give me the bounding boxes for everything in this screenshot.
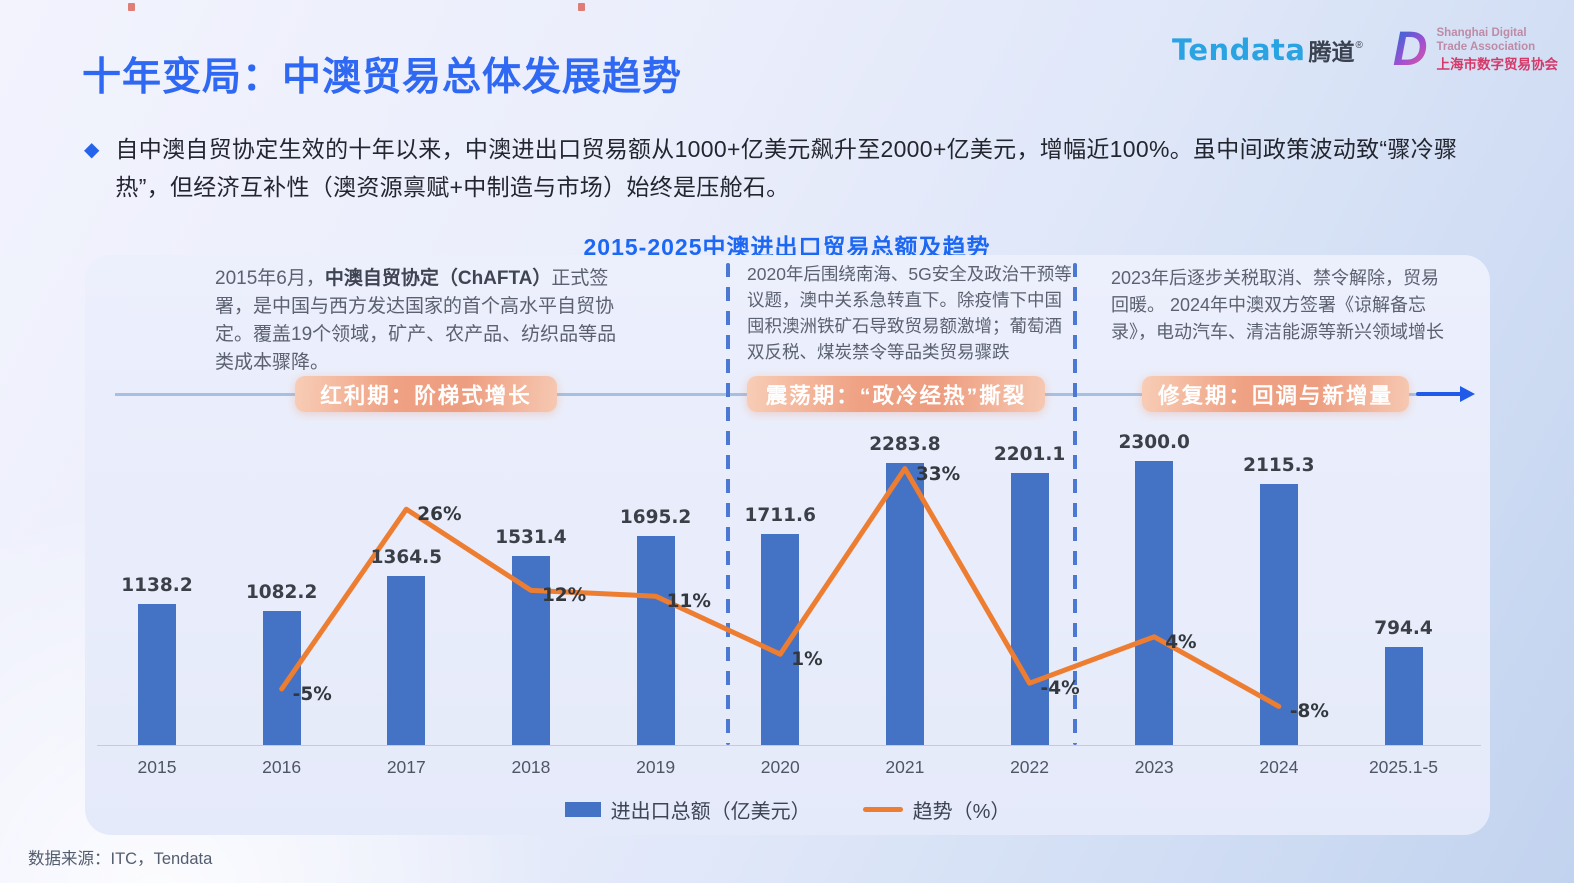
- note-recovery-period: 2023年后逐步关税取消、禁令解除，贸易回暖。 2024年中澳双方签署《谅解备忘…: [1111, 268, 1444, 342]
- trend-value-label: 33%: [915, 463, 961, 485]
- phase-pill-turbulence: 震荡期：“政冷经热”撕裂: [747, 376, 1045, 412]
- x-axis-label: 2021: [885, 757, 925, 777]
- note1-suffix: 正式签署，是中国与西方发达国家的首个高水平自贸协定。覆盖19个领域，矿产、农产品…: [215, 268, 617, 373]
- sdta-logo: D Shanghai Digital Trade Association 上海市…: [1393, 26, 1558, 74]
- timeline-arrow-shaft: [1416, 392, 1462, 396]
- bar-value-label: 794.4: [1374, 618, 1433, 639]
- sdta-name-cn: 上海市数字贸易协会: [1436, 56, 1559, 72]
- bar-swatch-icon: [564, 802, 601, 817]
- x-axis-label: 2022: [1010, 757, 1050, 777]
- note1-prefix: 2015年6月，: [215, 268, 325, 289]
- trend-value-label: 1%: [791, 649, 823, 671]
- x-axis-label: 2015: [137, 757, 177, 777]
- diamond-bullet-icon: ◆: [84, 139, 100, 161]
- x-axis-label: 2016: [262, 757, 302, 777]
- bar-value-label: 1531.4: [495, 527, 567, 548]
- trend-value-label: -4%: [1040, 678, 1080, 700]
- phase-pill-recovery: 修复期：回调与新增量: [1142, 376, 1409, 412]
- x-axis-label: 2018: [511, 757, 551, 777]
- x-axis-label: 2017: [386, 757, 426, 777]
- registered-mark-icon: ®: [1355, 40, 1363, 51]
- timeline-arrow-icon: [1460, 386, 1475, 402]
- sdta-name-line2: Trade Association: [1436, 40, 1536, 53]
- bar-value-label: 1695.2: [619, 507, 692, 528]
- tendata-logo-cn: 腾道: [1308, 39, 1355, 65]
- bar-value-label: 2300.0: [1118, 432, 1190, 453]
- phase-pill-dividend: 红利期：阶梯式增长: [295, 376, 557, 412]
- bar-value-label: 1138.2: [121, 575, 193, 596]
- bar-value-label: 2283.8: [869, 434, 941, 455]
- x-axis-label: 2024: [1259, 757, 1299, 777]
- bar-value-label: 2201.1: [993, 444, 1066, 465]
- x-axis-line: [97, 745, 1481, 746]
- trend-value-label: 4%: [1165, 631, 1197, 653]
- trend-value-label: -5%: [292, 684, 332, 705]
- legend-label-trend: 趋势（%）: [912, 801, 1011, 823]
- x-axis-label: 2025.1-5: [1368, 757, 1439, 777]
- trend-value-label: -8%: [1289, 701, 1329, 723]
- x-axis-label: 2020: [760, 757, 800, 777]
- trend-value-label: 12%: [541, 585, 587, 607]
- intro-paragraph: ◆ 自中澳自贸协定生效的十年以来，中澳进出口贸易额从1000+亿美元飙升至200…: [84, 130, 1508, 206]
- trend-value-label: 11%: [666, 591, 711, 613]
- note-dividend-period: 2015年6月，中澳自贸协定（ChAFTA）正式签署，是中国与西方发达国家的首个…: [215, 265, 625, 377]
- chart-panel: 2015年6月，中澳自贸协定（ChAFTA）正式签署，是中国与西方发达国家的首个…: [85, 255, 1490, 835]
- sdta-logo-text: Shanghai Digital Trade Association 上海市数字…: [1437, 27, 1559, 73]
- top-edge-mark: [128, 3, 135, 11]
- line-swatch-icon: [862, 807, 903, 812]
- data-source: 数据来源：ITC，Tendata: [28, 850, 213, 868]
- bar-value-label: 1711.6: [744, 505, 816, 526]
- page-title: 十年变局：中澳贸易总体发展趋势: [82, 56, 683, 99]
- note1-bold: 中澳自贸协定（ChAFTA）: [324, 268, 552, 289]
- legend-item-trend: 趋势（%）: [862, 795, 1011, 824]
- note-turbulence-period: 2020年后围绕南海、5G安全及政治干预等议题，澳中关系急转直下。除疫情下中国囤…: [747, 264, 1072, 362]
- legend-label-total: 进出口总额（亿美元）: [610, 801, 811, 823]
- bar-value-label: 1082.2: [245, 582, 318, 603]
- bar-value-label: 2115.3: [1243, 455, 1315, 476]
- sdta-d-icon: D: [1392, 23, 1428, 76]
- bar-value-label: 1364.5: [370, 547, 442, 568]
- x-axis-label: 2023: [1134, 757, 1174, 777]
- bar-2015: [138, 604, 176, 745]
- logo-bar: Tendata 腾道 ® D Shanghai Digital Trade As…: [1172, 26, 1558, 74]
- labels-layer: 1138.2 2015 1082.2 2016 1364.5 2017 1531.4 2018…: [85, 255, 1490, 835]
- legend-item-total: 进出口总额（亿美元）: [564, 795, 811, 824]
- top-edge-mark: [578, 3, 585, 11]
- bar-2025.1-5: [1384, 647, 1423, 745]
- tendata-logo-text: Tendata: [1171, 33, 1306, 67]
- chart-legend: 进出口总额（亿美元） 趋势（%）: [85, 795, 1490, 824]
- tendata-logo: Tendata 腾道 ®: [1172, 33, 1363, 67]
- sdta-name-line1: Shanghai Digital: [1436, 27, 1527, 40]
- x-axis-label: 2019: [636, 757, 676, 777]
- intro-text: 自中澳自贸协定生效的十年以来，中澳进出口贸易额从1000+亿美元飙升至2000+…: [115, 136, 1458, 200]
- trend-value-label: 26%: [417, 504, 462, 526]
